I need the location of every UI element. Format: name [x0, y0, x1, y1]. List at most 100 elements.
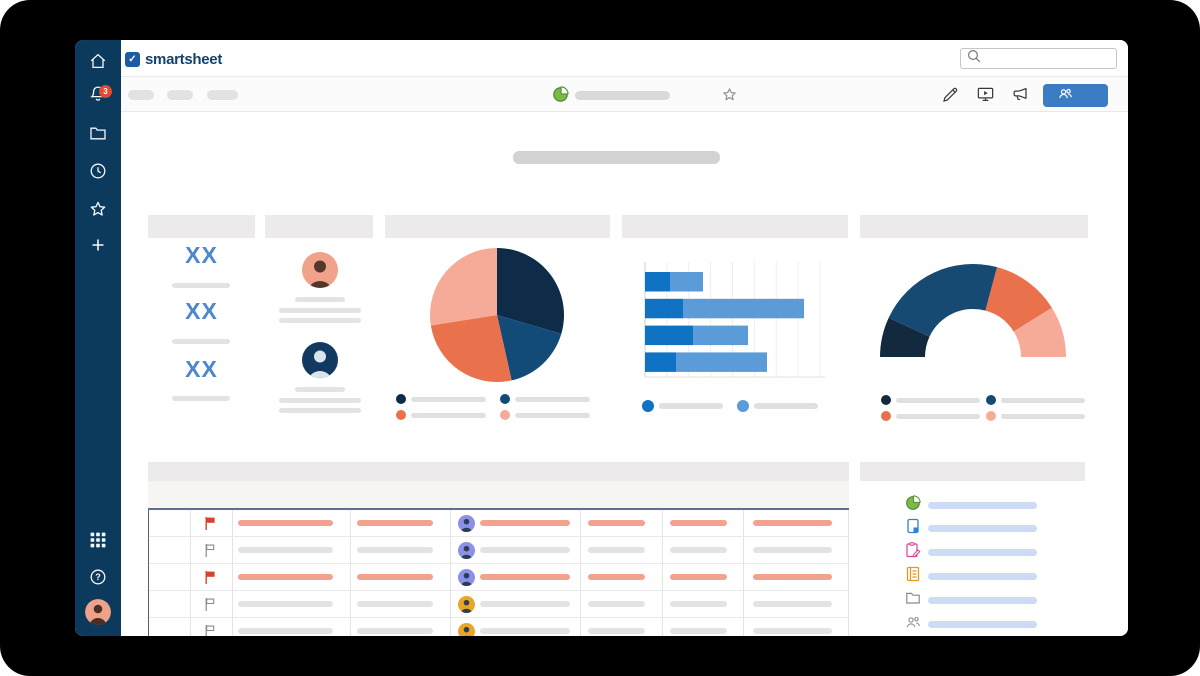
search-input[interactable]	[986, 52, 1111, 65]
column-border	[662, 510, 663, 537]
shortcut-link[interactable]	[905, 494, 1085, 516]
flag-icon[interactable]	[204, 597, 217, 612]
smartsheet-logo[interactable]: ✓ smartsheet	[125, 51, 222, 68]
smartsheet-logo-text: smartsheet	[145, 51, 223, 68]
legend-label-placeholder	[1001, 413, 1085, 419]
bar-segment	[645, 298, 683, 319]
column-border	[743, 564, 744, 591]
legend-label-placeholder	[1001, 397, 1085, 403]
gauge-chart	[880, 264, 1066, 357]
table-row[interactable]	[148, 510, 849, 537]
legend-dot	[396, 410, 406, 420]
legend-dot	[986, 411, 996, 421]
column-border	[662, 618, 663, 636]
flag-icon[interactable]	[204, 516, 217, 531]
pie-slice	[430, 248, 497, 326]
pie-slice	[497, 248, 564, 334]
breadcrumb-pill	[207, 90, 238, 100]
dashboard-icon	[905, 494, 921, 516]
edit-pencil-icon[interactable]	[941, 85, 961, 105]
column-border	[662, 564, 663, 591]
present-monitor-icon[interactable]	[976, 85, 996, 105]
cell-text-placeholder	[357, 547, 433, 553]
shortcut-link[interactable]	[905, 592, 1085, 608]
column-border	[580, 510, 581, 537]
folder-icon[interactable]	[88, 123, 108, 143]
column-border	[232, 618, 233, 636]
column-border	[450, 618, 451, 636]
column-border	[580, 564, 581, 591]
bar-segment	[683, 298, 804, 319]
shortcut-label-placeholder	[928, 501, 1037, 509]
assignee-avatar	[458, 569, 475, 586]
table-row[interactable]	[148, 591, 849, 618]
form-icon	[905, 542, 921, 563]
cell-text-placeholder	[588, 628, 645, 634]
column-border	[662, 537, 663, 564]
person-info-placeholder	[279, 398, 361, 403]
metric-widget-header	[148, 215, 255, 238]
pie-chart	[430, 248, 564, 382]
person-name-placeholder	[295, 387, 345, 392]
column-border	[450, 510, 451, 537]
column-border	[190, 591, 191, 618]
svg-text:?: ?	[95, 572, 101, 582]
home-icon[interactable]	[88, 51, 108, 71]
shortcut-link[interactable]	[905, 616, 1085, 632]
legend-dot	[500, 410, 510, 420]
cell-text-placeholder	[588, 601, 645, 607]
shortcut-label-placeholder	[928, 572, 1037, 580]
search-box[interactable]	[960, 48, 1117, 69]
legend-dot	[881, 411, 891, 421]
cell-text-placeholder	[480, 628, 570, 634]
cell-text-placeholder	[753, 547, 832, 553]
column-border	[232, 537, 233, 564]
cell-text-placeholder	[670, 520, 727, 526]
shortcut-link[interactable]	[905, 566, 1085, 587]
megaphone-icon[interactable]	[1011, 85, 1031, 105]
share-button[interactable]	[1043, 84, 1108, 107]
flag-icon[interactable]	[204, 543, 217, 558]
cell-text-placeholder	[480, 520, 570, 526]
user-avatar[interactable]	[85, 599, 111, 625]
flag-icon[interactable]	[204, 570, 217, 585]
cell-text-placeholder	[753, 628, 832, 634]
column-border	[662, 591, 663, 618]
bar-segment	[670, 272, 703, 292]
cell-text-placeholder	[238, 601, 333, 607]
pie-widget-header	[385, 215, 610, 238]
top-header-bar: ✓ smartsheet	[121, 40, 1128, 77]
shortcut-link[interactable]	[905, 542, 1085, 563]
shortcut-label-placeholder	[928, 620, 1037, 628]
bar-segment	[645, 272, 670, 292]
column-border	[232, 564, 233, 591]
table-left-border	[148, 510, 149, 636]
column-border	[450, 537, 451, 564]
clock-icon[interactable]	[88, 161, 108, 181]
help-question-icon[interactable]: ?	[88, 567, 108, 587]
plus-icon[interactable]	[88, 235, 108, 255]
cell-text-placeholder	[670, 574, 727, 580]
report-icon	[905, 566, 921, 587]
cell-text-placeholder	[357, 574, 433, 580]
dashboard-toolbar	[121, 77, 1128, 112]
column-border	[580, 537, 581, 564]
assignee-avatar	[458, 596, 475, 613]
breadcrumb-pill	[167, 90, 193, 100]
table-row[interactable]	[148, 564, 849, 591]
table-widget-header	[148, 462, 849, 481]
apps-grid-icon[interactable]	[88, 530, 108, 550]
legend-dot	[500, 394, 510, 404]
column-border	[848, 510, 849, 537]
cell-text-placeholder	[753, 574, 832, 580]
gauge-segment	[888, 264, 998, 337]
flag-icon[interactable]	[204, 624, 217, 636]
page-title-placeholder	[513, 151, 720, 164]
star-icon[interactable]	[88, 199, 108, 219]
dashboard-title-placeholder	[575, 91, 670, 100]
table-row[interactable]	[148, 537, 849, 564]
shortcut-link[interactable]	[905, 519, 1085, 537]
table-row[interactable]	[148, 618, 849, 636]
favorite-star-icon[interactable]	[721, 86, 741, 106]
column-border	[743, 537, 744, 564]
